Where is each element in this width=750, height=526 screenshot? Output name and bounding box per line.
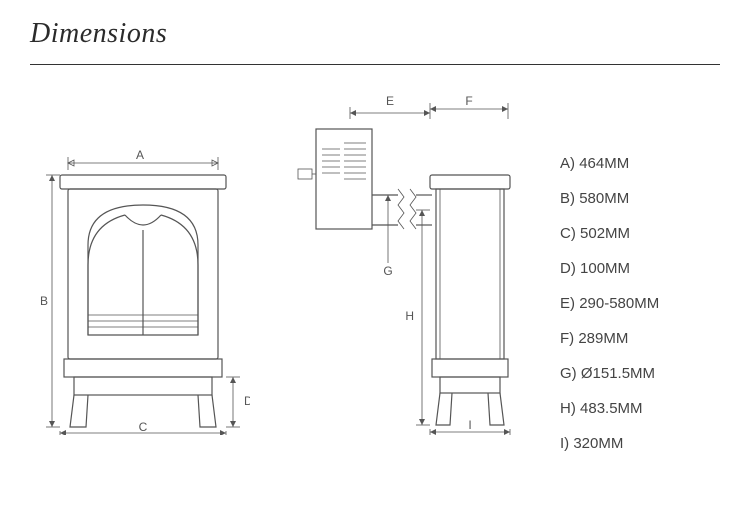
dim-label-d: D	[244, 394, 250, 408]
title-rule	[30, 64, 720, 65]
dim-row-i: I) 320MM	[560, 435, 659, 452]
dim-label-i: I	[468, 418, 471, 432]
dim-row-g: G) Ø151.5MM	[560, 365, 659, 382]
dim-row-e: E) 290-580MM	[560, 295, 659, 312]
dim-row-b: B) 580MM	[560, 190, 659, 207]
dim-row-d: D) 100MM	[560, 260, 659, 277]
dim-label-f: F	[465, 95, 472, 108]
front-view: A	[30, 135, 250, 435]
dim-row-f: F) 289MM	[560, 330, 659, 347]
content-row: A	[30, 95, 720, 470]
dim-label-h: H	[405, 309, 414, 323]
dim-label-g: G	[383, 264, 392, 278]
drawings-area: A	[30, 95, 520, 435]
dim-label-a: A	[136, 148, 144, 162]
side-view: E F	[290, 95, 520, 435]
page-title: Dimensions	[30, 18, 720, 50]
dim-label-e: E	[386, 95, 394, 108]
dim-row-c: C) 502MM	[560, 225, 659, 242]
dim-row-a: A) 464MM	[560, 155, 659, 172]
dim-label-c: C	[139, 420, 148, 434]
dim-label-b: B	[40, 294, 48, 308]
dimension-list: A) 464MM B) 580MM C) 502MM D) 100MM E) 2…	[560, 155, 659, 470]
dim-row-h: H) 483.5MM	[560, 400, 659, 417]
